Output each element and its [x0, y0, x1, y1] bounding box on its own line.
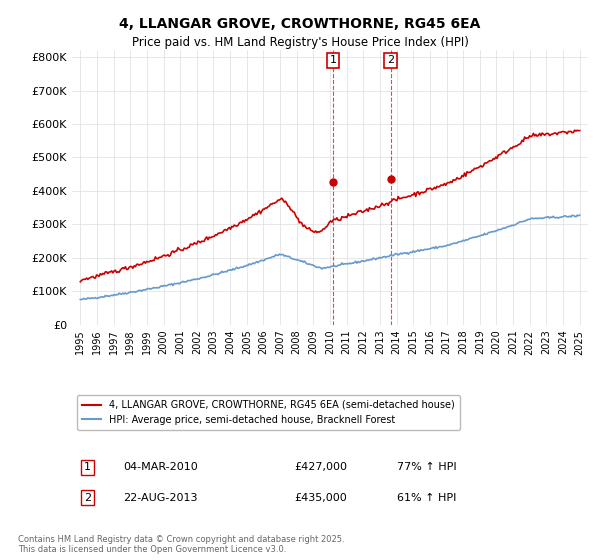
Text: 77% ↑ HPI: 77% ↑ HPI	[397, 463, 457, 473]
Text: Contains HM Land Registry data © Crown copyright and database right 2025.
This d: Contains HM Land Registry data © Crown c…	[18, 535, 344, 554]
Text: 2: 2	[84, 493, 91, 503]
Text: 2: 2	[387, 55, 394, 66]
Text: 1: 1	[84, 463, 91, 473]
Text: 04-MAR-2010: 04-MAR-2010	[124, 463, 199, 473]
Text: £435,000: £435,000	[294, 493, 347, 503]
Legend: 4, LLANGAR GROVE, CROWTHORNE, RG45 6EA (semi-detached house), HPI: Average price: 4, LLANGAR GROVE, CROWTHORNE, RG45 6EA (…	[77, 395, 460, 430]
Text: 22-AUG-2013: 22-AUG-2013	[124, 493, 198, 503]
Text: 61% ↑ HPI: 61% ↑ HPI	[397, 493, 457, 503]
Text: Price paid vs. HM Land Registry's House Price Index (HPI): Price paid vs. HM Land Registry's House …	[131, 36, 469, 49]
Text: £427,000: £427,000	[294, 463, 347, 473]
Text: 1: 1	[329, 55, 337, 66]
Text: 4, LLANGAR GROVE, CROWTHORNE, RG45 6EA: 4, LLANGAR GROVE, CROWTHORNE, RG45 6EA	[119, 17, 481, 31]
